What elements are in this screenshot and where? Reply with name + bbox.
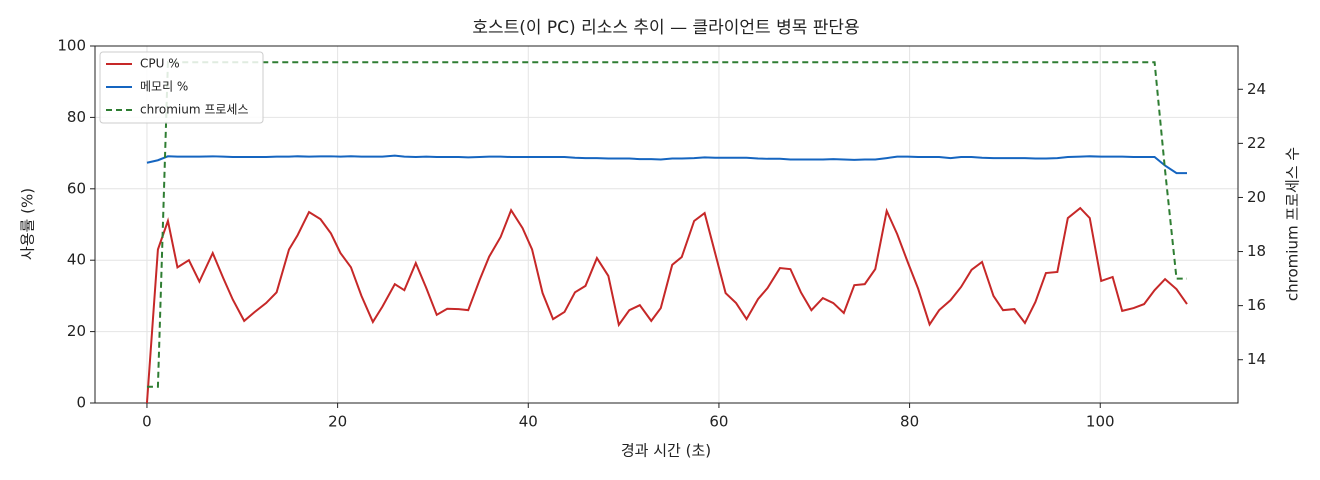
series-line [146, 154, 1187, 175]
chart-title: 호스트(이 PC) 리소스 추이 — 클라이언트 병목 판단용 [472, 18, 859, 38]
y2-axis-label: chromium 프로세스 수 [1284, 147, 1302, 301]
x-tick-label: 80 [900, 413, 919, 431]
x-axis-label: 경과 시간 (초) [621, 442, 711, 460]
y2-tick-label: 14 [1247, 350, 1266, 368]
x-tick-label: 100 [1086, 413, 1115, 431]
legend-label: CPU % [140, 57, 180, 71]
y2-tick-label: 18 [1247, 242, 1266, 260]
legend-label: 메모리 % [140, 80, 188, 94]
legend: CPU % 메모리 % chromium 프로세스 [99, 51, 264, 124]
x-tick-label: 40 [519, 413, 538, 431]
y-tick-label: 80 [67, 108, 86, 126]
plot-frame [94, 45, 1239, 404]
series-line [145, 206, 1188, 404]
x-tick-label: 60 [709, 413, 728, 431]
x-tick-label: 0 [142, 413, 152, 431]
legend-box [99, 51, 264, 124]
y2-tick-label: 20 [1247, 188, 1266, 206]
y2-tick-label: 24 [1247, 80, 1266, 98]
x-tick-label: 20 [328, 413, 347, 431]
y-tick-label: 0 [76, 394, 86, 412]
y-tick-label: 20 [67, 322, 86, 340]
y-tick-label: 40 [67, 251, 86, 269]
series-line [146, 61, 1187, 388]
y-tick-label: 60 [67, 179, 86, 197]
y2-tick-label: 22 [1247, 134, 1266, 152]
y2-tick-label: 16 [1247, 296, 1266, 314]
y-axis-label: 사용률 (%) [19, 188, 37, 260]
legend-label: chromium 프로세스 [140, 103, 249, 117]
y-tick-label: 100 [57, 37, 86, 55]
